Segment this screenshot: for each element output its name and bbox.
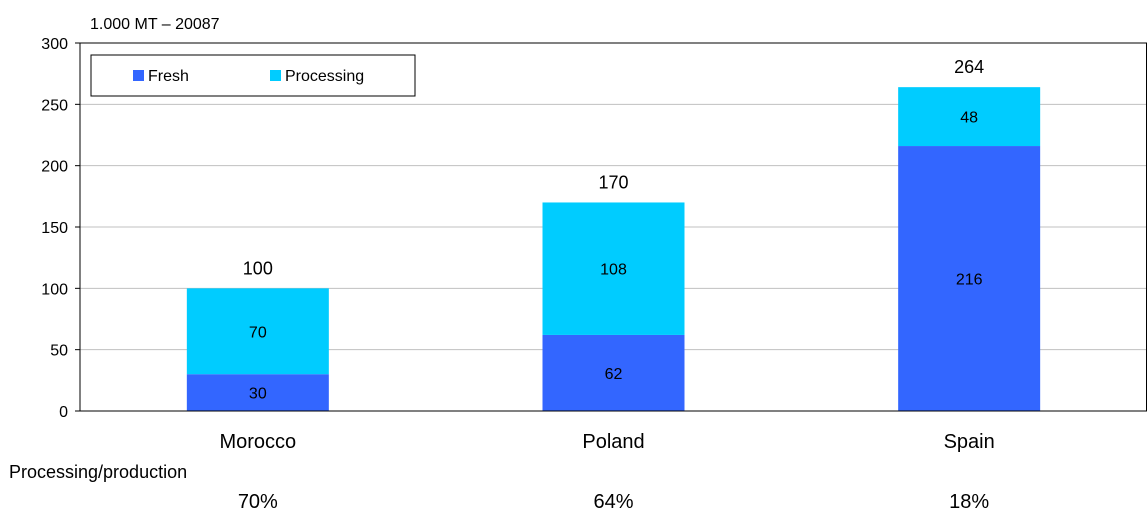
segment-label: 48 <box>960 110 978 127</box>
segment-label: 30 <box>249 386 267 403</box>
y-tick-label: 100 <box>41 281 68 298</box>
x-tick-labels: Morocco Poland Spain <box>219 431 994 453</box>
segment-label: 70 <box>249 324 267 341</box>
total-label: 170 <box>598 172 628 192</box>
y-tick-label: 150 <box>41 220 68 237</box>
total-label: 264 <box>954 57 984 77</box>
segment-label: 216 <box>956 272 983 289</box>
bar-processing-spain <box>898 87 1041 147</box>
y-tick-label: 0 <box>59 404 68 421</box>
unit-label: 1.000 MT – 20087 <box>90 16 220 33</box>
processing-ratio-value: 64% <box>593 491 633 513</box>
bar-processing-poland <box>542 202 685 335</box>
segment-label: 108 <box>600 262 627 279</box>
legend: Fresh Processing <box>90 54 416 97</box>
segment-label: 62 <box>605 366 623 383</box>
footer-title: Processing/production <box>9 462 187 482</box>
legend-label-processing: Processing <box>285 68 364 85</box>
bar-fresh-spain <box>898 146 1041 412</box>
x-tick-label: Spain <box>944 431 995 453</box>
x-tick-label: Poland <box>582 431 644 453</box>
data-labels: 30 70 100 62 108 170 216 48 264 <box>243 57 984 402</box>
footer-ratios: 70% 64% 18% <box>238 491 990 513</box>
total-label: 100 <box>243 258 273 278</box>
legend-swatch-processing <box>270 70 281 81</box>
bar-fresh-poland <box>542 334 685 411</box>
y-tick-label: 250 <box>41 97 68 114</box>
legend-box <box>90 54 416 97</box>
bars <box>186 87 1041 412</box>
legend-label-fresh: Fresh <box>148 68 189 85</box>
processing-ratio-value: 18% <box>949 491 989 513</box>
y-tick-labels: 0 50 100 150 200 250 300 <box>41 36 80 421</box>
y-tick-label: 200 <box>41 159 68 176</box>
legend-swatch-fresh <box>133 70 144 81</box>
x-tick-label: Morocco <box>219 431 296 453</box>
bar-fresh-morocco <box>186 374 329 411</box>
y-tick-label: 300 <box>41 36 68 53</box>
y-tick-label: 50 <box>50 343 68 360</box>
processing-ratio-value: 70% <box>238 491 278 513</box>
bar-processing-morocco <box>186 288 329 375</box>
